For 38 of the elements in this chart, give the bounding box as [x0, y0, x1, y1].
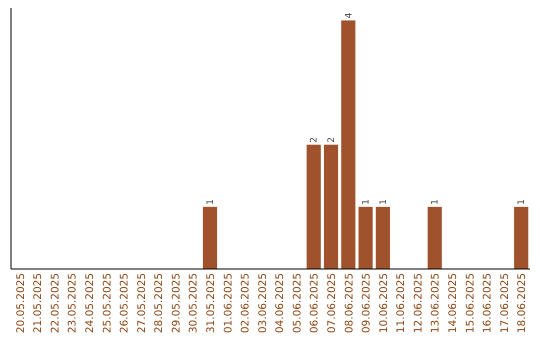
data-label: 2	[327, 136, 338, 143]
x-tick-label: 03.06.2025	[256, 273, 269, 334]
data-label: 1	[430, 199, 441, 205]
x-tick-label: 26.05.2025	[118, 273, 131, 334]
x-tick-label: 31.05.2025	[204, 273, 217, 334]
x-tick-label: 23.05.2025	[66, 273, 79, 334]
x-tick-label: 17.06.2025	[498, 273, 511, 334]
x-tick-label: 24.05.2025	[84, 273, 96, 334]
x-tick-label: 08.06.2025	[343, 273, 356, 334]
data-label: 1	[517, 199, 528, 205]
x-tick-label: 29.05.2025	[170, 273, 182, 334]
x-tick-label: 13.06.2025	[430, 273, 442, 334]
x-tick-label: 25.05.2025	[101, 273, 114, 334]
data-label: 1	[206, 199, 216, 205]
x-tick-label: 04.06.2025	[274, 273, 286, 334]
data-label: 4	[344, 12, 354, 18]
x-tick-label: 06.06.2025	[308, 273, 321, 334]
x-tick-label: 05.06.2025	[291, 273, 304, 334]
x-tick-label: 09.06.2025	[360, 273, 373, 334]
x-tick-label: 28.05.2025	[153, 273, 166, 334]
x-tick-label: 14.06.2025	[447, 273, 460, 334]
x-tick-label: 07.06.2025	[326, 273, 338, 334]
x-tick-label: 15.06.2025	[464, 273, 476, 334]
x-tick-label: 30.05.2025	[188, 273, 200, 334]
x-tick-label: 22.05.2025	[49, 273, 62, 334]
x-tick-label: 27.05.2025	[136, 273, 148, 334]
x-tick-label: 12.06.2025	[412, 273, 424, 334]
x-tick-label: 16.06.2025	[482, 273, 494, 334]
x-tick-label: 11.06.2025	[395, 273, 408, 334]
x-tick-label: 21.05.2025	[32, 273, 44, 334]
x-tick-label: 10.06.2025	[378, 273, 390, 334]
x-tick-label: 20.05.2025	[14, 273, 27, 334]
data-label: 2	[310, 136, 320, 143]
data-label: 1	[362, 199, 372, 205]
x-tick-label: 18.06.2025	[516, 273, 528, 334]
x-tick-label: 01.06.2025	[222, 273, 234, 334]
x-tick-label: 02.06.2025	[240, 273, 252, 334]
data-label: 1	[378, 199, 389, 205]
